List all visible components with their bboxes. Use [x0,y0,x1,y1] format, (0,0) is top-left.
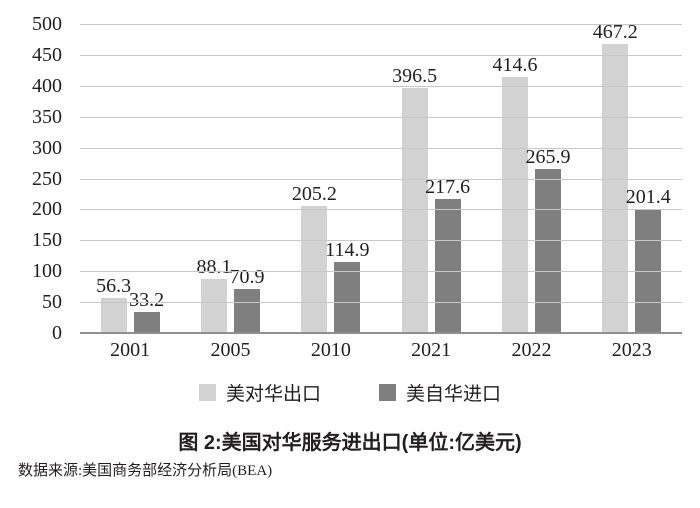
y-tick-label-350: 350 [32,105,62,128]
legend-item-美对华出口: 美对华出口 [198,379,321,406]
bar-美自华进口-2005: 70.9 [229,266,264,333]
bar-美对华出口-2021: 396.5 [392,65,437,333]
bar-group-2022: 414.6 265.9 [481,54,581,333]
legend-label: 美对华出口 [225,384,321,405]
value-label-2001-美自华进口: 33.2 [129,289,165,312]
gridline-150 [80,240,682,242]
value-label-2023-美自华进口: 201.4 [625,185,671,208]
y-tick-label-200: 200 [32,198,62,221]
bar-美对华出口-2010: 205.2 [292,183,337,333]
bar-美自华进口-2021: 217.6 [425,176,470,333]
plot-area: 56.3 33.2 88.1 70.9 205.2 114.9 396.5 217.6 414.… [80,21,682,334]
value-label-2021-美对华出口: 396.5 [392,64,438,87]
value-label-2010-美对华出口: 205.2 [291,183,337,206]
y-tick-label-450: 450 [32,43,62,66]
bar-美自华进口-2001: 33.2 [129,289,164,333]
x-tick-label-2022: 2022 [511,339,552,361]
value-label-2010-美自华进口: 114.9 [325,239,370,261]
bar-美对华出口-2005: 88.1 [196,256,231,333]
value-label-2005-美自华进口: 70.9 [229,266,265,289]
x-axis-line [80,332,682,334]
y-tick-label-400: 400 [32,74,62,97]
x-tick-label-2021: 2021 [411,339,452,361]
bar-美对华出口-2001: 56.3 [96,275,131,333]
bar-group-2005: 88.1 70.9 [180,256,280,333]
data-source: 数据来源:美国商务部经济分析局(BEA) [18,463,273,479]
chart-title: 图 2:美国对华服务进出口(单位:亿美元) [178,432,522,454]
value-label-2022-美对华出口: 414.6 [492,53,538,76]
gridline-450 [80,54,682,56]
y-tick-label-50: 50 [42,291,62,314]
value-label-2005-美对华出口: 88.1 [196,255,232,278]
value-label-2021-美自华进口: 217.6 [425,175,471,198]
bar-group-2021: 396.5 217.6 [381,65,481,333]
gridline-500 [80,24,682,25]
y-tick-label-500: 500 [32,13,62,35]
bar-group-2010: 205.2 114.9 [281,183,381,333]
x-tick-label-2010: 2010 [310,339,351,361]
gridline-50 [80,302,682,304]
bar-group-2001: 56.3 33.2 [80,275,180,333]
y-tick-label-300: 300 [32,136,62,159]
bar-group-2023: 467.2 201.4 [582,21,682,333]
x-tick-label-2005: 2005 [210,339,251,361]
value-label-2022-美自华进口: 265.9 [525,145,571,168]
gridline-100 [80,271,682,273]
bar-美自华进口-2022: 265.9 [525,146,570,333]
legend: 美对华出口 美自华进口 [0,379,700,406]
bar-美对华出口-2022: 414.6 [492,54,537,333]
x-tick-label-2001: 2001 [110,339,151,361]
legend-swatch-icon [379,384,396,401]
gridline-200 [80,209,682,211]
y-tick-label-100: 100 [32,260,62,283]
y-tick-label-0: 0 [52,322,62,344]
legend-item-美自华进口: 美自华进口 [379,379,501,406]
bar-美自华进口-2023: 201.4 [626,186,671,333]
legend-swatch-icon [198,384,216,401]
gridline-400 [80,85,682,87]
bar-美对华出口-2023: 467.2 [593,21,638,333]
value-label-2023-美对华出口: 467.2 [592,21,638,44]
gridline-250 [80,178,682,180]
gridline-300 [80,147,682,149]
value-label-2001-美对华出口: 56.3 [96,275,132,298]
gridline-350 [80,116,682,118]
legend-label: 美自华进口 [406,384,502,405]
y-tick-label-250: 250 [32,167,62,190]
bar-美自华进口-2010: 114.9 [325,239,369,333]
y-tick-label-150: 150 [32,229,62,252]
x-axis-labels: 2001 2005 2010 2021 2022 2023 [80,339,682,362]
x-tick-label-2023: 2023 [611,339,652,361]
y-axis: 500 450 400 350 300 250 200 150 100 50 0 [0,14,62,343]
